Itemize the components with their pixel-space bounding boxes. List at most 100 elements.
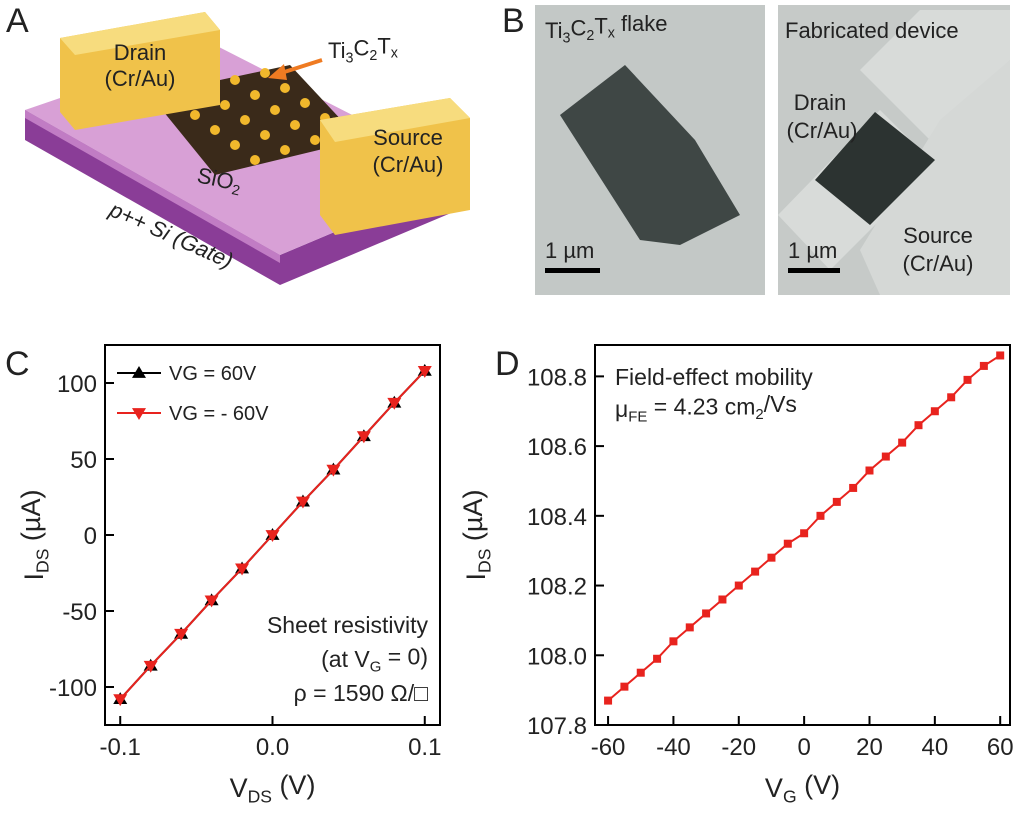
y-tick-label: 108.2 (527, 574, 587, 601)
text-part: Ti (545, 18, 563, 43)
x-tick-label: 20 (856, 734, 883, 761)
drain-label: Drain (794, 90, 847, 115)
text-part: (at V (321, 646, 370, 672)
drain-material: (Cr/Au) (105, 66, 176, 91)
figure: A Drain (Cr/Au) Source (Cr/Au) Ti3C2Tx S… (0, 0, 1018, 811)
marker (833, 498, 841, 506)
source-label: Source (373, 125, 443, 150)
text-part: T (377, 33, 390, 58)
text-part: Sheet resistivity (267, 612, 429, 638)
legend-label: VG = - 60V (169, 403, 269, 425)
y-tick-label: 108.4 (527, 504, 587, 531)
marker (915, 421, 923, 429)
scale-bar (545, 268, 600, 273)
annotation: ρ = 1590 Ω/□ (294, 680, 428, 706)
text-part: (µA) (458, 490, 488, 549)
marker (669, 637, 677, 645)
text-part: C (353, 36, 369, 61)
text-part: (µA) (16, 490, 46, 549)
text-part: Ti (328, 38, 346, 63)
marker (980, 362, 988, 370)
text-part: V (765, 773, 783, 803)
marker (653, 655, 661, 663)
y-tick-label: 0 (84, 523, 97, 550)
marker (882, 453, 890, 461)
page: A Drain (Cr/Au) Source (Cr/Au) Ti3C2Tx S… (0, 0, 1018, 816)
panel-label: D (495, 345, 520, 383)
marker (849, 484, 857, 492)
scale-label: 1 µm (545, 238, 594, 263)
y-axis-label: IDS (µA) (16, 490, 52, 581)
marker (132, 408, 146, 420)
x-tick-label: 0.1 (408, 734, 441, 761)
text-part: (V) (272, 770, 316, 800)
annotation: Field-effect mobility (615, 364, 813, 390)
text-part: Field-effect mobility (615, 364, 813, 390)
text-part: FE (628, 408, 647, 425)
text-part: = 0) (381, 644, 428, 670)
y-tick-label: 108.6 (527, 434, 587, 461)
x-tick-label: 60 (987, 734, 1014, 761)
drain-label: Drain (114, 40, 167, 65)
text-part: x (608, 26, 615, 42)
annotation: Sheet resistivity (267, 612, 429, 638)
marker (637, 669, 645, 677)
y-tick-label: -100 (49, 675, 97, 702)
marker (947, 393, 955, 401)
y-axis-label: IDS (µA) (458, 490, 494, 581)
panel-label: A (6, 2, 29, 40)
marker (718, 595, 726, 603)
marker (113, 694, 127, 706)
text-part: 3 (346, 50, 354, 66)
source-material: (Cr/Au) (373, 152, 444, 177)
text-part: = 4.23 cm (647, 394, 755, 420)
marker (964, 376, 972, 384)
text-part: flake (615, 11, 668, 36)
text-part: V (230, 773, 248, 803)
marker (996, 351, 1004, 359)
marker (604, 697, 612, 705)
text-part: /Vs (764, 391, 797, 417)
x-tick-label: -20 (721, 734, 756, 761)
y-tick-label: 108.8 (527, 364, 587, 391)
marker (751, 568, 759, 576)
text-part: DS (32, 549, 52, 573)
scale-bar (788, 268, 840, 273)
drain-material: (Cr/Au) (787, 118, 858, 143)
legend-label: VG = 60V (169, 363, 257, 385)
x-axis-label: VDS (V) (230, 770, 316, 806)
marker (931, 407, 939, 415)
marker (816, 512, 824, 520)
annotation: μFE = 4.23 cm2/Vs (615, 391, 797, 425)
y-tick-label: 50 (70, 447, 97, 474)
x-tick-label: 0.0 (256, 734, 289, 761)
text-part: C (570, 16, 586, 41)
scale-label: 1 µm (788, 238, 837, 263)
x-tick-label: -0.1 (100, 734, 141, 761)
marker (898, 439, 906, 447)
x-axis-label: VG (V) (765, 770, 840, 806)
panel-label: C (5, 345, 30, 383)
text-part: G (783, 786, 797, 806)
text-part: I (461, 573, 491, 581)
y-tick-label: 108.0 (527, 643, 587, 670)
source-material: (Cr/Au) (903, 251, 974, 276)
text-part: I (19, 573, 49, 581)
text-part: G (370, 658, 382, 675)
text-part: 2 (586, 28, 594, 44)
annotation: (at VG = 0) (321, 644, 428, 676)
x-tick-label: -60 (591, 734, 626, 761)
y-tick-label: 100 (57, 371, 97, 398)
text-part: 2 (369, 48, 377, 64)
marker (800, 529, 808, 537)
text-part: T (594, 13, 607, 38)
marker (767, 554, 775, 562)
text-part: 3 (563, 30, 571, 46)
text-part: x (391, 46, 398, 62)
marker (735, 582, 743, 590)
material-label: Ti3C2Tx (328, 33, 398, 66)
text-part: DS (474, 549, 494, 573)
x-tick-label: -40 (656, 734, 691, 761)
y-tick-label: -50 (62, 599, 97, 626)
text-part: DS (248, 786, 272, 806)
